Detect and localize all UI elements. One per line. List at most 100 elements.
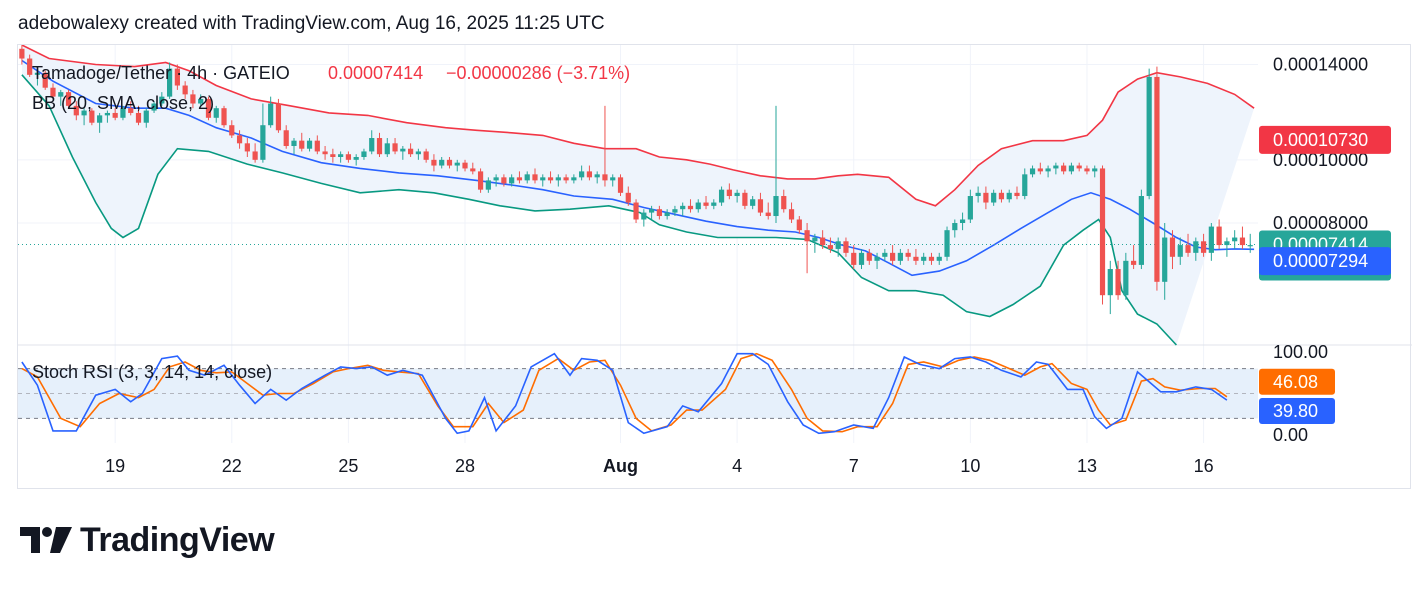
stoch-badge: 39.80 bbox=[1259, 397, 1335, 424]
candle-body bbox=[1099, 168, 1106, 296]
candle-body bbox=[936, 256, 942, 261]
candle-body bbox=[1123, 260, 1129, 296]
candle-body bbox=[1076, 165, 1082, 169]
candle-body bbox=[392, 143, 398, 152]
candle-body bbox=[446, 159, 453, 166]
candle-body bbox=[680, 205, 686, 210]
candle-body bbox=[291, 140, 297, 147]
candle-body bbox=[1216, 226, 1222, 246]
candle-body bbox=[353, 157, 359, 160]
candle-body bbox=[1232, 237, 1238, 242]
candle-body bbox=[314, 140, 320, 152]
candle-body bbox=[532, 174, 538, 181]
candle-body bbox=[796, 219, 802, 231]
candle-body bbox=[1092, 168, 1098, 172]
candle-body bbox=[695, 202, 701, 210]
candle-body bbox=[750, 199, 756, 206]
candle-body bbox=[1247, 245, 1253, 247]
candle-body bbox=[827, 245, 834, 249]
candle-body bbox=[711, 202, 717, 206]
time-tick-label: 13 bbox=[1077, 456, 1097, 476]
candle-body bbox=[1045, 168, 1051, 172]
candle-body bbox=[524, 174, 530, 181]
stoch-badge-label: 46.08 bbox=[1273, 372, 1318, 392]
stoch-rsi-pane bbox=[18, 352, 1258, 435]
candle-body bbox=[190, 94, 196, 104]
candle-body bbox=[851, 252, 857, 265]
bollinger-bands bbox=[18, 45, 1258, 346]
candle-body bbox=[50, 87, 56, 97]
stoch-badge-bg bbox=[1259, 368, 1335, 395]
candle-body bbox=[166, 68, 173, 97]
price-badge: 0.00007294 bbox=[1259, 247, 1391, 276]
time-tick-label: 4 bbox=[732, 456, 742, 476]
candle-body bbox=[213, 108, 219, 118]
candle-body bbox=[221, 108, 227, 126]
candle-body bbox=[757, 199, 764, 213]
candle-body bbox=[493, 177, 499, 181]
candle-body bbox=[835, 241, 841, 249]
candle-body bbox=[843, 241, 849, 253]
bb-basis-line bbox=[21, 59, 1255, 277]
candle-body bbox=[687, 205, 694, 210]
candle-body bbox=[81, 110, 87, 116]
candle-body bbox=[649, 209, 655, 213]
candle-body bbox=[897, 252, 903, 261]
candle-body bbox=[975, 192, 981, 197]
price-chart[interactable]: 0.000140000.000100000.00008000100.000.00… bbox=[18, 45, 1412, 490]
candle-body bbox=[944, 230, 950, 257]
candle-body bbox=[1193, 241, 1199, 253]
candle-body bbox=[151, 103, 157, 111]
candle-body bbox=[555, 177, 561, 181]
bb-fill bbox=[21, 45, 1255, 345]
legend: Tamadoge/Tether · 4h · GATEIO 0.00007414… bbox=[32, 63, 630, 382]
bb-lower-line bbox=[21, 74, 1177, 346]
last-price-legend: 0.00007414 bbox=[328, 63, 423, 83]
candle-body bbox=[361, 151, 367, 158]
candle-body bbox=[1208, 226, 1214, 253]
time-tick-label: 28 bbox=[455, 456, 475, 476]
candle-body bbox=[205, 98, 212, 118]
price-tick-label: 0.00014000 bbox=[1273, 55, 1368, 75]
price-tick-label: 0.00010000 bbox=[1273, 150, 1368, 170]
candle-body bbox=[1061, 165, 1067, 172]
candle-body bbox=[369, 138, 375, 152]
time-tick-label: 10 bbox=[960, 456, 980, 476]
candle-body bbox=[1177, 245, 1183, 257]
candle-body bbox=[120, 108, 126, 118]
candle-body bbox=[734, 192, 740, 197]
time-tick-label: 22 bbox=[222, 456, 242, 476]
stoch-badge: 46.08 bbox=[1259, 368, 1335, 395]
candle-body bbox=[182, 85, 188, 95]
candle-body bbox=[773, 196, 779, 217]
candle-body bbox=[959, 219, 966, 224]
candle-body bbox=[726, 189, 732, 197]
candle-body bbox=[656, 209, 662, 217]
candle-body bbox=[112, 112, 118, 118]
time-tick-label: 19 bbox=[105, 456, 125, 476]
candle-body bbox=[547, 177, 554, 181]
candle-body bbox=[890, 252, 896, 261]
candle-body bbox=[742, 192, 748, 206]
candle-body bbox=[477, 171, 484, 190]
candle-body bbox=[921, 256, 927, 261]
candle-body bbox=[617, 177, 624, 193]
candle-body bbox=[1146, 76, 1152, 197]
candle-body bbox=[1037, 168, 1043, 172]
symbol-legend[interactable]: Tamadoge/Tether · 4h · GATEIO bbox=[32, 63, 290, 83]
candle-body bbox=[866, 252, 872, 261]
tradingview-wordmark: TradingView bbox=[80, 520, 275, 559]
stoch-legend[interactable]: Stoch RSI (3, 3, 14, 14, close) bbox=[32, 362, 272, 382]
candle-body bbox=[882, 252, 888, 257]
candle-body bbox=[229, 125, 235, 136]
tradingview-brand[interactable]: TradingView bbox=[20, 520, 275, 560]
bb-legend[interactable]: BB (20, SMA, close, 2) bbox=[32, 93, 214, 113]
candle-body bbox=[633, 202, 639, 220]
price-tick-label: 0.00008000 bbox=[1273, 213, 1368, 233]
candle-body bbox=[330, 154, 336, 158]
candle-body bbox=[306, 140, 313, 149]
chart-frame[interactable]: 0.00014000 0.00010000 0.00008000 100.00 0.00… bbox=[17, 44, 1412, 490]
candle-body bbox=[1014, 192, 1020, 197]
time-tick-label: 25 bbox=[338, 456, 358, 476]
candle-body bbox=[540, 177, 546, 181]
